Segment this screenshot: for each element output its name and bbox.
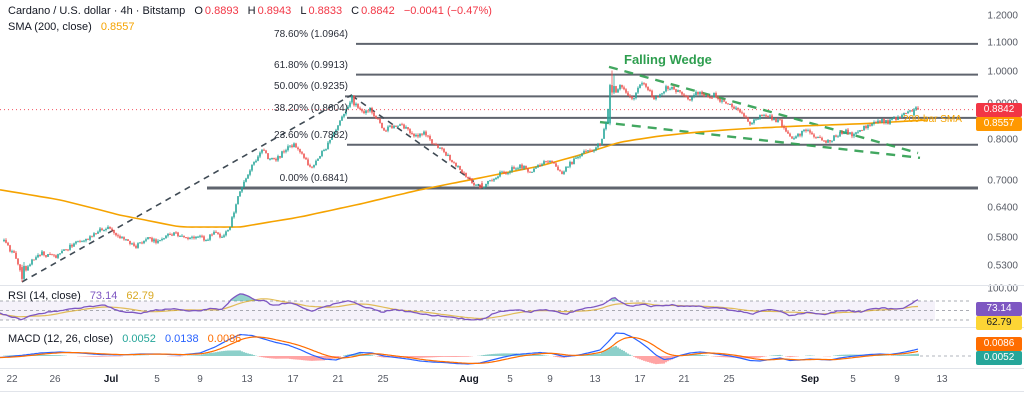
pane-separator [0, 368, 1024, 369]
time-axis-label: Sep [800, 374, 820, 385]
high-value: 0.8943 [257, 5, 292, 17]
time-axis-label: 13 [589, 374, 601, 385]
time-axis-label: Jul [103, 374, 119, 385]
pane-separator [0, 391, 1024, 392]
time-axis-label: 21 [678, 374, 690, 385]
low-value: 0.8833 [308, 5, 343, 17]
time-axis-label: 17 [287, 374, 299, 385]
time-axis-label: 21 [332, 374, 344, 385]
macd-hist-value: 0.0052 [122, 333, 156, 345]
candlestick-series [3, 70, 919, 282]
time-axis-label: 17 [634, 374, 646, 385]
sma-line [0, 119, 929, 228]
time-axis-label: 9 [197, 374, 203, 385]
rsi-value: 73.14 [89, 290, 118, 302]
macd-line-value: 0.0138 [164, 333, 199, 345]
macd-legend[interactable]: MACD (12, 26, close) 0.0052 0.0138 0.008… [8, 333, 241, 345]
time-axis-label: 26 [49, 374, 61, 385]
low-label: L [300, 5, 307, 17]
macd-signal-badge: 0.0086 [976, 337, 1022, 351]
time-axis-label: 13 [241, 374, 253, 385]
time-axis-label: 5 [507, 374, 513, 385]
open-value: 0.8893 [204, 5, 239, 17]
macd-signal-value: 0.0086 [207, 333, 242, 345]
close-label: C [351, 5, 360, 17]
macd-legend-label: MACD (12, 26, close) [8, 333, 114, 345]
falling-wedge-lines[interactable] [599, 65, 921, 160]
fib-retracement[interactable] [207, 42, 978, 190]
time-axis-label: 9 [894, 374, 900, 385]
time-axis-label: 25 [723, 374, 735, 385]
trendlines[interactable] [21, 94, 484, 283]
high-label: H [247, 5, 256, 17]
time-axis-label: 5 [850, 374, 856, 385]
pane-separator[interactable] [0, 285, 1024, 286]
close-value: 0.8842 [361, 5, 395, 17]
time-axis-label: Aug [459, 374, 479, 385]
sma-legend-value: 0.8557 [100, 21, 135, 33]
rsi-pane [0, 293, 972, 321]
rsi-legend-label: RSI (14, close) [8, 290, 81, 302]
change-value: −0.0041 (−0.47%) [403, 5, 492, 17]
time-axis-label: 25 [377, 374, 389, 385]
rsi-badge: 73.14 [976, 302, 1022, 316]
rsi-ma-value: 62.79 [126, 290, 154, 302]
time-axis-label: 13 [936, 374, 948, 385]
macd-pane [0, 332, 972, 365]
open-label: O [194, 5, 203, 17]
last-price-badge: 0.8842 [976, 103, 1022, 117]
symbol-title[interactable]: Cardano / U.S. dollar · 4h · Bitstamp [8, 5, 186, 17]
time-axis-label: 22 [6, 374, 18, 385]
sma-legend-label: SMA (200, close) [8, 21, 92, 33]
sma-legend[interactable]: SMA (200, close) 0.8557 [8, 21, 134, 33]
pane-separator[interactable] [0, 327, 1024, 328]
sma-price-badge: 0.8557 [976, 117, 1022, 131]
macd-hist-badge: 0.0052 [976, 351, 1022, 365]
rsi-ma-badge: 62.79 [976, 316, 1022, 330]
rsi-legend[interactable]: RSI (14, close) 73.14 62.79 [8, 290, 154, 302]
time-axis-label: 9 [547, 374, 553, 385]
time-axis-label: 5 [154, 374, 160, 385]
